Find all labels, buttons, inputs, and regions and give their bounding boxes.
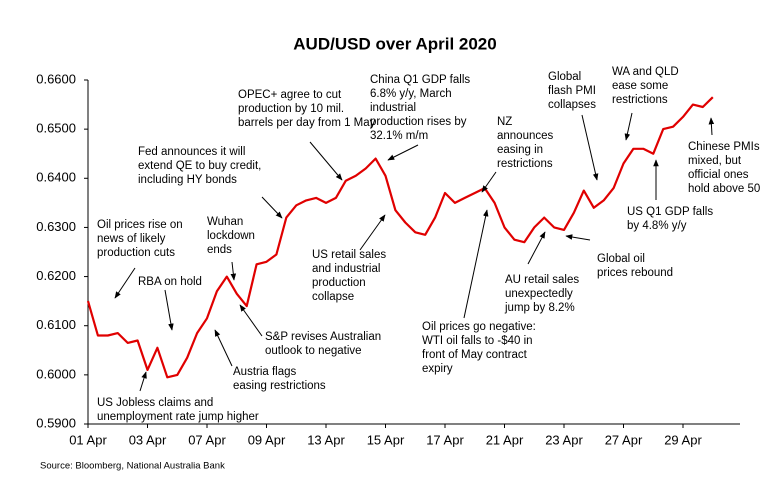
annotation-arrow [359,214,386,251]
annotation: easing restrictions [233,380,326,392]
annotation: US Jobless claims and [97,397,213,409]
annotation: Global [548,71,581,83]
annotation: news of likely [97,233,166,245]
annotation: Fed announces it will [138,146,245,158]
y-tick-label: 0.6000 [36,366,76,381]
annotation: front of May contract [422,349,528,361]
annotation: US retail sales [312,249,386,261]
annotation: extend QE to buy credit, [138,160,261,172]
annotation: and industrial [312,263,380,275]
annotation-arrow [565,234,591,241]
source: Source: Bloomberg, National Australia Ba… [40,461,225,472]
annotation: restrictions [497,158,553,170]
annotation-arrow [463,209,489,319]
annotation-arrow [164,289,174,331]
annotation: production rises by [370,116,467,128]
annotation: collapses [548,99,596,111]
annotation: OPEC+ agree to cut [238,89,342,101]
annotation: production [312,277,366,289]
annotation: Global oil [597,253,645,265]
annotation-arrow [581,114,599,181]
y-tick-label: 0.6500 [36,121,76,136]
annotation: WA and QLD [612,66,679,78]
annotation-arrow [114,267,136,299]
x-tick-label: 13 Apr [307,432,345,447]
annotation-arrow [387,144,419,161]
annotation: unexpectedly [505,288,573,300]
annotation-arrow [214,329,233,367]
annotation: Chinese PMIs [688,141,760,153]
x-tick-label: 09 Apr [248,432,286,447]
x-tick-label: 29 Apr [664,432,702,447]
y-tick-label: 0.5900 [36,415,76,430]
x-tick-label: 07 Apr [188,432,226,447]
annotation: production cuts [97,247,175,259]
annotation: expiry [422,363,453,375]
annotation: Oil prices rise on [97,219,183,231]
annotation: unemployment rate jump higher [97,411,259,423]
annotation: 6.8% y/y, March [370,88,452,100]
y-tick-label: 0.6100 [36,317,76,332]
annotation: NZ [497,116,512,128]
x-tick-label: 01 Apr [69,432,107,447]
annotation-arrow [527,231,546,265]
y-tick-label: 0.6200 [36,268,76,283]
annotation: Wuhan [207,216,243,228]
annotation: by 4.8% y/y [627,220,687,232]
annotation: Austria flags [233,366,297,378]
x-tick-label: 03 Apr [129,432,167,447]
y-tick-label: 0.6400 [36,170,76,185]
annotation: barrels per day from 1 May [238,117,376,129]
annotation: hold above 50 [688,183,760,195]
annotation-arrow [230,261,237,281]
chart-title: AUD/USD over April 2020 [293,34,496,53]
annotation-arrow [481,171,497,193]
annotation: AU retail sales [505,274,579,286]
annotation: 32.1% m/m [370,130,428,142]
annotation: official ones [688,169,749,181]
x-tick-label: 17 Apr [426,432,464,447]
annotation: industrial [370,102,416,114]
annotation: S&P revises Australian [265,331,381,343]
y-tick-label: 0.6600 [36,71,76,86]
annotation-arrow [239,304,263,337]
annotation: including HY bonds [138,174,237,186]
annotation-arrow [261,196,283,219]
annotation: flash PMI [548,85,596,97]
y-tick-label: 0.6300 [36,219,76,234]
x-tick-label: 27 Apr [605,432,643,447]
price-line [86,96,714,379]
annotation: prices rebound [597,267,673,279]
annotation: collapse [312,291,354,303]
x-tick-label: 21 Apr [486,432,524,447]
x-tick-label: 23 Apr [545,432,583,447]
x-tick-label: 15 Apr [367,432,405,447]
annotation: production by 10 mil. [238,103,344,115]
annotation-arrow [309,141,343,181]
annotation: restrictions [612,94,668,106]
annotation: RBA on hold [138,276,202,288]
annotation: outlook to negative [265,345,362,357]
annotation: jump by 8.2% [504,302,575,314]
annotation: lockdown [207,230,255,242]
annotation: easing in [497,144,543,156]
annotation: WTI oil falls to -$40 in [422,335,533,347]
annotation: US Q1 GDP falls [627,206,713,218]
annotation: ends [207,244,232,256]
annotation: Oil prices go negative: [422,321,536,333]
annotation: announces [497,130,554,142]
annotation-arrow [624,112,633,141]
annotation: China Q1 GDP falls [370,74,470,86]
annotation-arrow [708,117,715,136]
annotation-arrow [139,371,147,392]
annotation: mixed, but [688,155,742,167]
annotation: ease some [612,80,668,92]
